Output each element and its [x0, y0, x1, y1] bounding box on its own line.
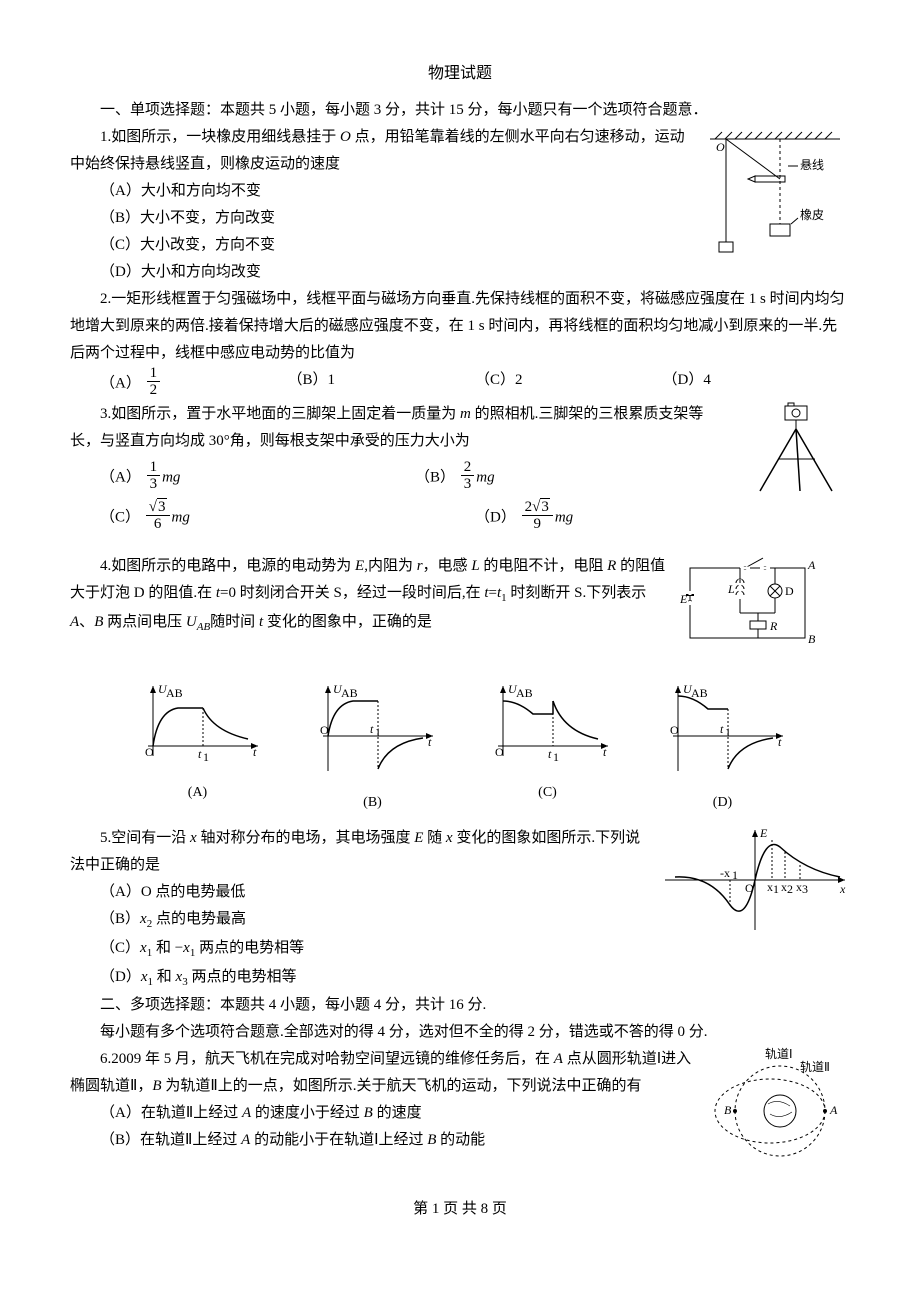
svg-text:2: 2	[787, 882, 793, 896]
svg-text:1: 1	[203, 750, 209, 764]
svg-text:AB: AB	[691, 686, 708, 700]
q3-figure	[740, 401, 850, 501]
q2-optA: （A） 12	[100, 367, 288, 401]
svg-text:B: B	[808, 632, 816, 646]
svg-text:AB: AB	[516, 686, 533, 700]
svg-text:R: R	[769, 619, 778, 633]
svg-text:t: t	[428, 735, 432, 749]
svg-text:轨道Ⅰ: 轨道Ⅰ	[765, 1047, 793, 1061]
svg-text:O: O	[670, 723, 679, 737]
q3-optD: （D） 239mg	[475, 501, 850, 535]
svg-text:t: t	[253, 745, 257, 759]
svg-text:A: A	[807, 558, 816, 572]
q4-graphD: UAB O t t1 (D)	[658, 681, 788, 815]
svg-text:D: D	[785, 584, 794, 598]
svg-text:O: O	[495, 745, 504, 759]
section2-heading-a: 二、多项选择题：本题共 4 小题，每小题 4 分，共计 16 分.	[70, 992, 850, 1019]
q4-graphA: UAB O t t1 (A)	[133, 681, 263, 815]
section1-heading: 一、单项选择题：本题共 5 小题，每小题 3 分，共计 15 分，每小题只有一个…	[70, 97, 850, 124]
page-footer: 第 1 页 共 8 页	[70, 1196, 850, 1223]
svg-text:t: t	[370, 722, 374, 736]
svg-text:t: t	[720, 722, 724, 736]
q5-optC: （C）x1 和 −x1 两点的电势相等	[70, 935, 850, 964]
svg-text:t: t	[548, 747, 552, 761]
svg-text:t: t	[778, 735, 782, 749]
svg-text:t: t	[198, 747, 202, 761]
q1-stem-a: 1.如图所示，一块橡皮用细线悬挂于	[100, 129, 340, 145]
q2-optD: （D）4	[663, 367, 851, 401]
svg-text:E: E	[759, 826, 768, 840]
q4-graphB: UAB O t t1 (B)	[308, 681, 438, 815]
svg-text:1: 1	[553, 750, 559, 764]
q3-optC: （C） 36mg	[100, 501, 475, 535]
q4-circuit: E A B L D R	[680, 553, 820, 653]
svg-text:x: x	[839, 882, 846, 896]
svg-text:3: 3	[802, 882, 808, 896]
q2-stem: 2.一矩形线框置于匀强磁场中，线框平面与磁场方向垂直.先保持线框的面积不变，将磁…	[70, 286, 850, 367]
svg-text:1: 1	[773, 882, 779, 896]
svg-text:A: A	[829, 1103, 838, 1117]
svg-text:t: t	[603, 745, 607, 759]
svg-text:-x: -x	[720, 866, 730, 880]
q3-optB: （B） 23mg	[415, 461, 730, 495]
svg-text:E: E	[680, 592, 688, 606]
svg-text:1: 1	[375, 725, 381, 739]
section2-heading-b: 每小题有多个选项符合题意.全部选对的得 4 分，选对但不全的得 2 分，错选或不…	[70, 1019, 850, 1046]
svg-text:O: O	[145, 745, 154, 759]
q6-figure: 轨道Ⅰ 轨道Ⅱ A B	[710, 1046, 850, 1166]
q4-graphC: UAB O t t1 (C)	[483, 681, 613, 815]
q3-optA: （A） 13mg	[100, 461, 415, 495]
svg-text:AB: AB	[341, 686, 358, 700]
svg-text:橡皮: 橡皮	[800, 208, 824, 222]
q2-optB: （B）1	[288, 367, 476, 401]
q5-optD: （D）x1 和 x3 两点的电势相等	[70, 964, 850, 993]
exam-title: 物理试题	[70, 60, 850, 89]
q2-optC: （C）2	[475, 367, 663, 401]
q3-stem-a: 3.如图所示，置于水平地面的三脚架上固定着一质量为	[100, 406, 460, 422]
svg-text:O: O	[716, 140, 725, 154]
q4-graphs: UAB O t t1 (A) UAB O t t1 (B)	[110, 681, 810, 815]
q1-figure: O 悬线 橡皮	[700, 124, 850, 264]
svg-text:1: 1	[732, 868, 738, 882]
q5-figure: E x O -x1 x1 x2 x3	[660, 825, 850, 935]
svg-text:悬线: 悬线	[800, 158, 824, 172]
svg-text:轨道Ⅱ: 轨道Ⅱ	[800, 1060, 830, 1074]
svg-text:L: L	[727, 582, 735, 596]
svg-text:B: B	[724, 1103, 732, 1117]
svg-text:1: 1	[725, 725, 731, 739]
q3-stem: 3.如图所示，置于水平地面的三脚架上固定着一质量为 m 的照相机.三脚架的三根累…	[70, 401, 850, 455]
svg-text:AB: AB	[166, 686, 183, 700]
